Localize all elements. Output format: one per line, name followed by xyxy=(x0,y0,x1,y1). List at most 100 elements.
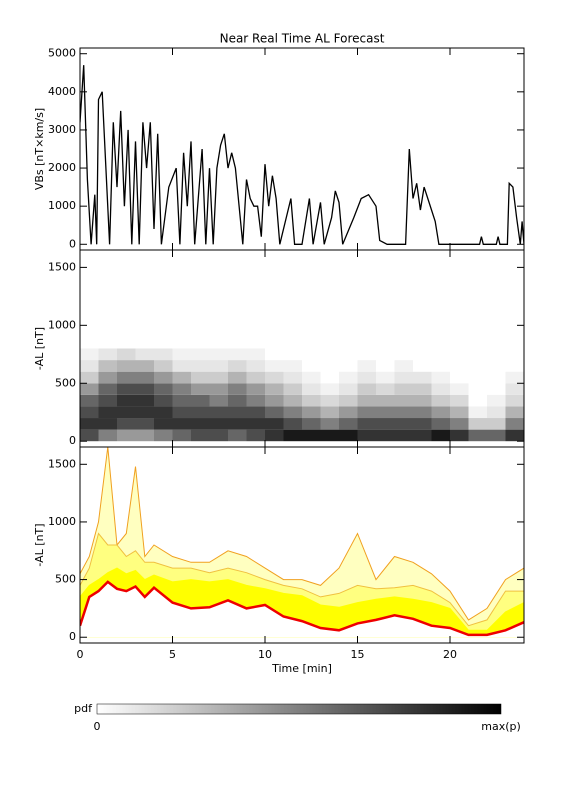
axes-frame xyxy=(79,47,525,251)
heat-cell xyxy=(135,394,154,407)
heat-cell xyxy=(265,360,284,372)
heat-cell xyxy=(505,394,524,407)
heat-cell xyxy=(339,360,358,372)
heat-cell xyxy=(154,383,173,395)
heat-cell xyxy=(265,418,284,430)
heat-cell xyxy=(394,429,413,442)
heat-cell xyxy=(228,348,247,361)
heat-cell xyxy=(209,360,228,372)
heat-cell xyxy=(228,429,247,442)
heat-cell xyxy=(172,394,191,407)
heat-cell xyxy=(431,394,450,407)
heat-cell xyxy=(172,360,191,372)
heat-cell xyxy=(376,360,395,372)
heat-cell xyxy=(80,383,99,395)
heat-cell xyxy=(98,383,117,395)
heat-cell xyxy=(357,418,376,430)
heat-cell xyxy=(450,394,469,407)
heat-cell xyxy=(135,371,154,384)
heat-cell xyxy=(117,371,136,384)
heat-cell xyxy=(98,394,117,407)
heat-cell xyxy=(431,348,450,361)
area-line xyxy=(80,567,524,631)
heat-cell xyxy=(191,383,210,395)
heat-cell xyxy=(135,360,154,372)
y-axis-label: VBs [nT×km/s] xyxy=(33,108,46,190)
heat-cell xyxy=(283,383,302,395)
heat-cell xyxy=(283,406,302,419)
heat-cell xyxy=(505,418,524,430)
area-fill xyxy=(80,581,524,638)
heat-cell xyxy=(468,360,487,372)
heat-cell xyxy=(320,406,339,419)
heat-cell xyxy=(228,360,247,372)
heat-cell xyxy=(172,429,191,442)
heat-cell xyxy=(98,406,117,419)
heat-cell xyxy=(98,371,117,384)
heat-cell xyxy=(487,383,506,395)
heat-cell xyxy=(172,383,191,395)
heat-cell xyxy=(228,418,247,430)
heat-cell xyxy=(191,360,210,372)
heat-cell xyxy=(98,418,117,430)
heat-cell xyxy=(376,394,395,407)
heat-cell xyxy=(487,360,506,372)
heat-cell xyxy=(135,348,154,361)
heat-cell xyxy=(431,406,450,419)
heat-cell xyxy=(246,383,265,395)
heat-cell xyxy=(468,383,487,395)
heat-cell xyxy=(154,418,173,430)
area-line xyxy=(80,447,524,621)
heat-cell xyxy=(487,348,506,361)
heat-cell xyxy=(339,406,358,419)
heat-cell xyxy=(154,406,173,419)
heat-cell xyxy=(98,360,117,372)
heat-cell xyxy=(283,418,302,430)
heat-cell xyxy=(339,429,358,442)
heat-cell xyxy=(98,348,117,361)
heat-cell xyxy=(320,348,339,361)
heat-cell xyxy=(394,383,413,395)
plot-area xyxy=(80,447,524,638)
heat-cell xyxy=(468,348,487,361)
heat-cell xyxy=(191,394,210,407)
heat-cell xyxy=(468,371,487,384)
heat-cell xyxy=(80,394,99,407)
y-tick-label: 0 xyxy=(69,630,76,643)
heat-cell xyxy=(450,371,469,384)
x-tick-label: 15 xyxy=(351,648,365,661)
heat-cell xyxy=(302,360,321,372)
heat-cell xyxy=(154,394,173,407)
heat-cell xyxy=(80,429,99,442)
heat-cell xyxy=(98,429,117,442)
heat-cell xyxy=(265,429,284,442)
heat-cell xyxy=(505,383,524,395)
colorbar-min: 0 xyxy=(94,720,101,733)
heat-cell xyxy=(431,429,450,442)
area-line xyxy=(80,532,524,627)
heat-cell xyxy=(450,383,469,395)
heat-cell xyxy=(117,360,136,372)
y-tick-label: 3000 xyxy=(48,123,76,136)
heat-cell xyxy=(80,348,99,361)
heat-cell xyxy=(302,406,321,419)
heat-cell xyxy=(413,394,432,407)
heat-cell xyxy=(80,371,99,384)
heat-cell xyxy=(431,371,450,384)
heat-cell xyxy=(228,394,247,407)
heat-cell xyxy=(487,371,506,384)
y-tick-label: 1000 xyxy=(48,199,76,212)
heat-cell xyxy=(209,394,228,407)
heat-cell xyxy=(357,348,376,361)
heat-cell xyxy=(413,406,432,419)
x-tick-label: 20 xyxy=(443,648,457,661)
heat-cell xyxy=(172,348,191,361)
heat-cell xyxy=(135,406,154,419)
y-tick-label: 1500 xyxy=(48,260,76,273)
heat-cell xyxy=(246,394,265,407)
heat-cell xyxy=(209,371,228,384)
heat-cell xyxy=(246,348,265,361)
heat-cell xyxy=(246,360,265,372)
heat-cell xyxy=(413,383,432,395)
x-axis-label: Time [min] xyxy=(271,662,332,675)
